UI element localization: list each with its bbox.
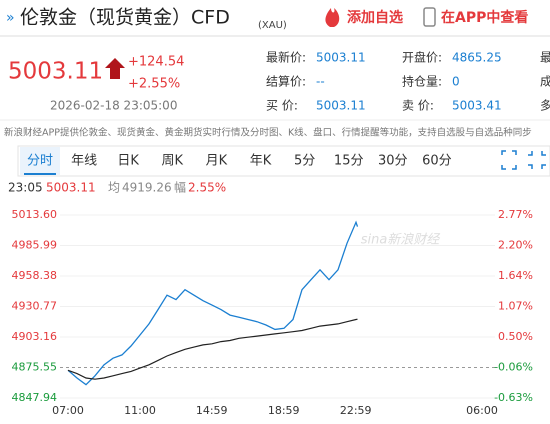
up-arrow (105, 58, 125, 79)
y-tick-label: 4903.16 (12, 330, 58, 343)
y2-tick-label: 1.07% (498, 300, 533, 313)
stat-label: 多 (540, 99, 550, 113)
stat-label: 成 (540, 75, 550, 89)
y-tick-label: 4875.55 (12, 361, 58, 374)
y2-tick-label: 1.64% (498, 269, 533, 282)
stat-value: 5003.11 (316, 99, 366, 113)
fullscreen-icon[interactable] (501, 150, 517, 170)
price-line (67, 220, 359, 386)
add-watchlist[interactable]: 添加自选 (347, 9, 403, 26)
stat-label: 开盘价: (402, 50, 442, 65)
stat-label: 结算价: (266, 74, 306, 89)
symbol-code: (XAU) (258, 20, 287, 31)
x-tick-label: 18:59 (268, 404, 300, 417)
collapse-icon[interactable] (528, 151, 546, 169)
price-change: +124.54 (128, 55, 184, 70)
stat-label: 最 (540, 51, 550, 65)
tab[interactable]: 日K (117, 154, 139, 169)
stat-label: 持仓量: (402, 74, 442, 89)
flame-icon[interactable] (325, 8, 340, 27)
tab[interactable]: 30分 (378, 154, 408, 169)
tab-bar (17, 145, 550, 177)
open-app[interactable]: 在APP中查看 (441, 9, 528, 26)
stat-label: 最新价: (266, 50, 306, 65)
y-tick-label: 5013.60 (12, 208, 58, 221)
description: 新浪财经APP提供伦敦金、现货黄金、黄金期货实时行情及分时图、K线、盘口、行情提… (4, 127, 532, 139)
tab[interactable]: 5分 (294, 154, 315, 169)
y-tick-label: 4985.99 (12, 239, 58, 252)
y2-tick-label: 2.77% (498, 208, 533, 221)
stat-label: 卖 价: (402, 99, 434, 113)
watermark: sina新浪财经 (361, 232, 442, 248)
y-tick-label: 4847.94 (12, 391, 58, 404)
y2-tick-label: -0.63% (494, 391, 533, 404)
last-price: 5003.11 (8, 59, 103, 85)
price-change-pct: +2.55% (128, 77, 180, 92)
y-tick-label: 4958.38 (12, 269, 58, 282)
chart-info-amp-label: 幅 (174, 180, 186, 195)
tab[interactable]: 60分 (422, 154, 452, 169)
chart-info-avg: 4919.26 (122, 181, 172, 195)
x-tick-label: 11:00 (124, 404, 156, 417)
stat-value: 5003.41 (452, 99, 502, 113)
phone-icon[interactable] (423, 7, 436, 27)
tab[interactable]: 年K (250, 154, 272, 169)
x-tick-label: 06:00 (466, 404, 498, 417)
page-title: 伦敦金（现货黄金）CFD (20, 7, 230, 29)
y2-tick-label: 0.50% (498, 330, 533, 343)
stat-label: 买 价: (266, 99, 298, 113)
header-arrow: » (6, 10, 15, 26)
stat-value: 4865.25 (452, 51, 502, 65)
y2-tick-label: -0.06% (494, 360, 533, 373)
stat-value: 0 (452, 75, 460, 89)
y2-tick-label: 2.20% (498, 239, 533, 252)
stat-value: -- (316, 75, 325, 89)
tab[interactable]: 年线 (71, 154, 97, 169)
tab[interactable]: 月K (206, 154, 228, 169)
active-tab-bg (20, 147, 60, 175)
tab[interactable]: 周K (162, 154, 184, 169)
y-tick-label: 4930.77 (12, 300, 58, 313)
chart-info-avg-label: 均 (108, 181, 120, 195)
average-line (67, 318, 358, 380)
stat-value: 5003.11 (316, 51, 366, 65)
x-tick-label: 22:59 (340, 404, 372, 417)
x-tick-label: 14:59 (196, 404, 228, 417)
chart-info-amp: 2.55% (188, 181, 226, 195)
quote-time: 2026-02-18 23:05:00 (50, 99, 177, 113)
x-tick-label: 07:00 (52, 404, 84, 417)
tab[interactable]: 分时 (27, 154, 53, 169)
chart-info-price: 5003.11 (46, 181, 96, 195)
chart-info-time: 23:05 (8, 181, 43, 195)
tab[interactable]: 15分 (334, 154, 364, 169)
